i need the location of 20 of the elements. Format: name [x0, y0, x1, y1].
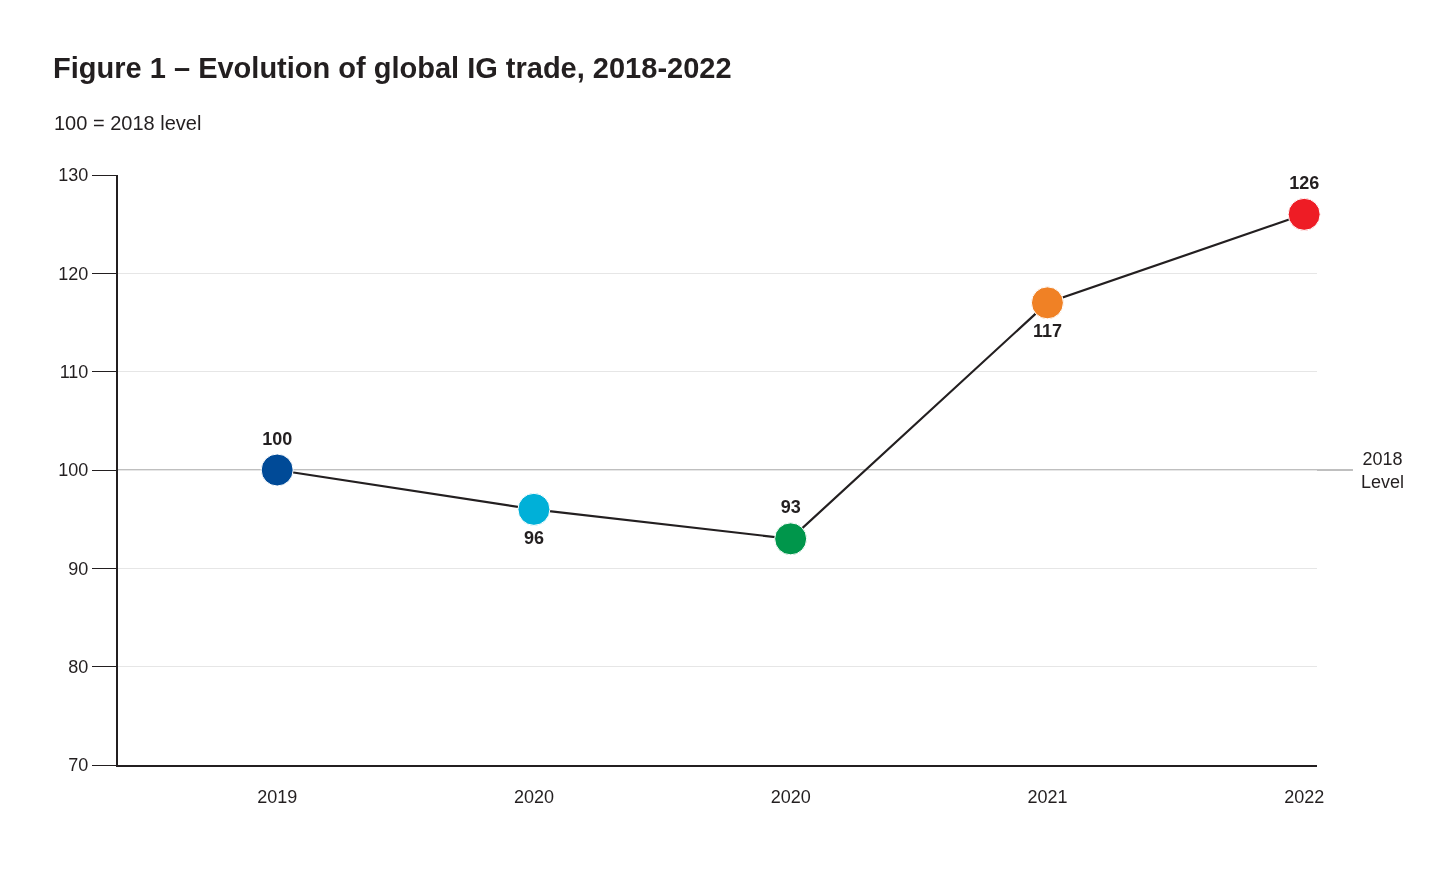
ref-line-label: 2018 Level [1361, 449, 1405, 493]
chart-subtitle: 100 = 2018 level [54, 112, 202, 134]
data-label: 126 [1289, 172, 1320, 193]
data-label: 100 [262, 428, 293, 449]
data-label: 93 [780, 497, 801, 518]
y-tick-label: 110 [59, 361, 89, 382]
y-tick-label: 120 [58, 263, 89, 284]
y-tick-label: 70 [68, 755, 89, 776]
y-tick-label: 90 [68, 558, 89, 579]
x-tick-label: 2022 [1284, 786, 1325, 807]
y-tick-label: 80 [68, 656, 89, 677]
y-tick-label: 100 [58, 460, 89, 481]
x-tick-label: 2020 [770, 786, 811, 807]
data-label: 117 [1032, 321, 1062, 342]
x-tick-label: 2021 [1027, 786, 1068, 807]
x-tick-label: 2020 [513, 786, 554, 807]
x-tick-label: 2019 [257, 786, 298, 807]
y-tick-label: 130 [58, 165, 89, 186]
chart-title: Figure 1 – Evolution of global IG trade, 2018-2022 [53, 52, 732, 85]
data-label: 96 [523, 527, 544, 548]
